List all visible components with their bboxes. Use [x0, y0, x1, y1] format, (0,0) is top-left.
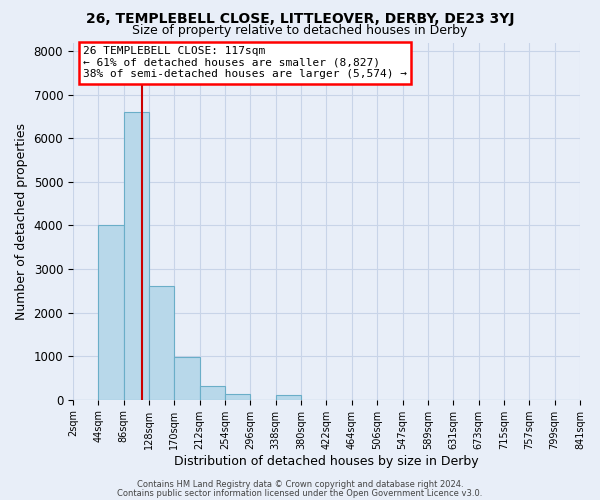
Bar — [124, 112, 149, 400]
Bar — [225, 394, 250, 400]
Y-axis label: Number of detached properties: Number of detached properties — [15, 122, 28, 320]
Bar — [175, 358, 200, 400]
Text: Contains public sector information licensed under the Open Government Licence v3: Contains public sector information licen… — [118, 488, 482, 498]
Bar — [200, 386, 225, 400]
Text: Size of property relative to detached houses in Derby: Size of property relative to detached ho… — [133, 24, 467, 37]
X-axis label: Distribution of detached houses by size in Derby: Distribution of detached houses by size … — [174, 454, 479, 468]
Text: 26, TEMPLEBELL CLOSE, LITTLEOVER, DERBY, DE23 3YJ: 26, TEMPLEBELL CLOSE, LITTLEOVER, DERBY,… — [86, 12, 514, 26]
Text: 26 TEMPLEBELL CLOSE: 117sqm
← 61% of detached houses are smaller (8,827)
38% of : 26 TEMPLEBELL CLOSE: 117sqm ← 61% of det… — [83, 46, 407, 80]
Bar — [98, 226, 124, 400]
Bar — [276, 396, 301, 400]
Text: Contains HM Land Registry data © Crown copyright and database right 2024.: Contains HM Land Registry data © Crown c… — [137, 480, 463, 489]
Bar — [149, 286, 175, 400]
